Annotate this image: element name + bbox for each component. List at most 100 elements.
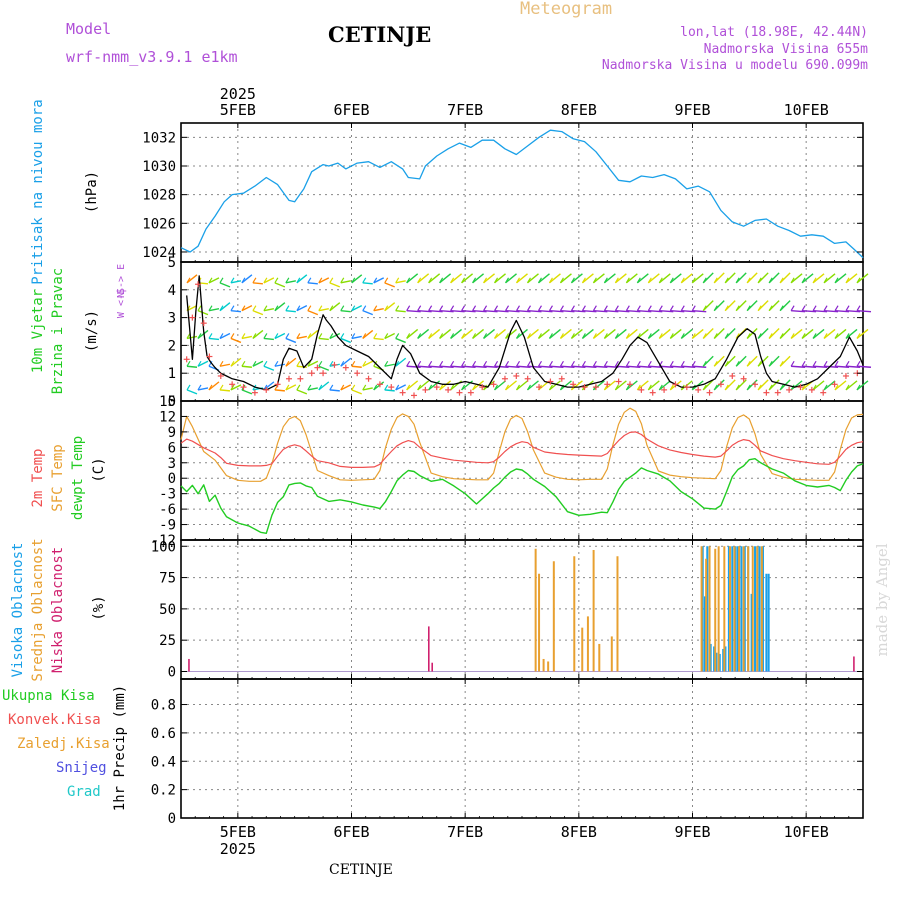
wind-field-barb — [581, 333, 586, 339]
wind-field-arrow — [603, 380, 616, 391]
wind-field-barb — [428, 333, 433, 339]
wind-field-arrow — [516, 328, 528, 339]
wind-field-barb — [197, 305, 202, 311]
wind-field-barb — [230, 305, 235, 311]
wind-field-barb — [647, 305, 652, 311]
wind-direction-field — [186, 272, 872, 395]
pressure-unit: (hPa) — [84, 171, 100, 213]
wind-ylabel-2: Brzina i Pravac — [50, 268, 66, 394]
wind-field-arrow — [516, 309, 531, 313]
wind-field-arrow — [329, 302, 341, 312]
wind-field-barb — [197, 384, 202, 391]
bottom-date-label: 9FEB — [674, 823, 710, 841]
wind-field-barb — [384, 384, 389, 391]
wind-field-barb — [669, 277, 674, 284]
wind-field-arrow — [636, 273, 649, 284]
wind-field-arrow — [406, 328, 419, 339]
wind-field-arrow — [801, 273, 814, 284]
wind-field-barb — [483, 360, 488, 367]
wind-field-arrow — [384, 389, 395, 392]
wind-field-arrow — [307, 360, 319, 367]
wind-field-barb — [395, 360, 400, 367]
wind-field-arrow — [549, 380, 561, 391]
temp-ylabel-2m: 2m Temp — [30, 448, 46, 507]
wind-field-arrow — [351, 305, 363, 312]
wind-field-barb — [362, 305, 367, 311]
wind-field-barb — [526, 305, 532, 311]
wind-field-arrow — [450, 309, 465, 313]
wind-field-arrow — [845, 380, 858, 391]
wind-field-arrow — [571, 309, 586, 313]
top-date-label: 5FEB — [220, 101, 256, 119]
wind-field-arrow — [318, 365, 330, 371]
wind-field-arrow — [615, 309, 630, 313]
wind-field-arrow — [637, 309, 652, 313]
precip-frame — [180, 678, 864, 819]
wind-field-arrow — [559, 328, 572, 339]
wind-field-arrow — [581, 328, 594, 339]
wind-field-arrow — [263, 381, 275, 391]
wind-field-arrow — [197, 360, 209, 367]
wind-field-arrow — [647, 273, 660, 284]
wind-field-arrow — [570, 380, 583, 391]
wind-field-barb — [230, 360, 235, 367]
wind-field-barb — [812, 384, 817, 391]
wind-field-barb — [494, 333, 499, 339]
wind-field-barb — [801, 384, 806, 391]
wind-field-arrow — [483, 309, 498, 313]
wind-field-barb — [856, 384, 861, 391]
wind-field-arrow — [614, 380, 627, 391]
wind-field-arrow — [362, 387, 373, 391]
wind-field-barb — [241, 277, 246, 284]
wind-field-arrow — [681, 365, 696, 368]
wind-field-arrow — [395, 337, 406, 344]
wind-field-arrow — [483, 365, 498, 368]
wind-field-barb — [230, 277, 235, 284]
wind-field-arrow — [384, 302, 396, 312]
wind-field-barb — [439, 305, 444, 311]
precip-ytick-label: 0.6 — [151, 726, 176, 742]
wind-field-barb — [439, 333, 444, 339]
wind-field-barb — [735, 384, 740, 391]
wind-field-arrow — [505, 328, 517, 339]
wind-field-barb — [340, 384, 345, 391]
wind-field-arrow — [285, 384, 297, 391]
wind-field-arrow — [527, 365, 542, 368]
wind-field-barb — [768, 360, 773, 367]
wind-field-barb — [439, 277, 444, 284]
bottom-date-label: 10FEB — [784, 823, 829, 841]
wind-field-barb — [680, 360, 685, 367]
wind-field-barb — [219, 384, 224, 391]
wind-field-barb — [790, 360, 795, 367]
wind-field-barb — [241, 333, 246, 339]
wind-field-barb — [208, 305, 213, 311]
wind-field-barb — [450, 384, 455, 391]
wind-field-arrow — [252, 329, 264, 339]
wind-field-barb — [691, 360, 696, 367]
wind-field-barb — [724, 305, 729, 311]
wind-field-barb — [450, 305, 455, 311]
pressure-ytick-label: 1028 — [142, 188, 176, 204]
wind-field-arrow — [197, 387, 209, 391]
wind-field-barb — [625, 305, 630, 311]
wind-field-barb — [329, 333, 334, 339]
wind-field-barb — [362, 277, 367, 284]
wind-field-barb — [647, 277, 652, 284]
wind-field-barb — [219, 360, 224, 367]
wind-field-barb — [285, 305, 290, 311]
wind-field-barb — [801, 277, 806, 284]
wind-field-arrow — [549, 273, 561, 284]
wind-field-barb — [461, 333, 466, 339]
wind-field-arrow — [395, 384, 407, 391]
wind-field-barb — [351, 277, 356, 284]
wind-field-barb — [186, 360, 191, 367]
wind-field-arrow — [230, 337, 242, 344]
wind-field-arrow — [274, 389, 285, 392]
wind-field-arrow — [285, 280, 296, 284]
wind-field-arrow — [450, 328, 463, 339]
wind-field-barb — [614, 360, 619, 367]
coords-label: lon,lat (18.98E, 42.44N) — [680, 25, 868, 40]
wind-field-barb — [318, 360, 323, 367]
wind-field-barb — [428, 277, 433, 284]
wind-field-arrow — [362, 310, 373, 316]
